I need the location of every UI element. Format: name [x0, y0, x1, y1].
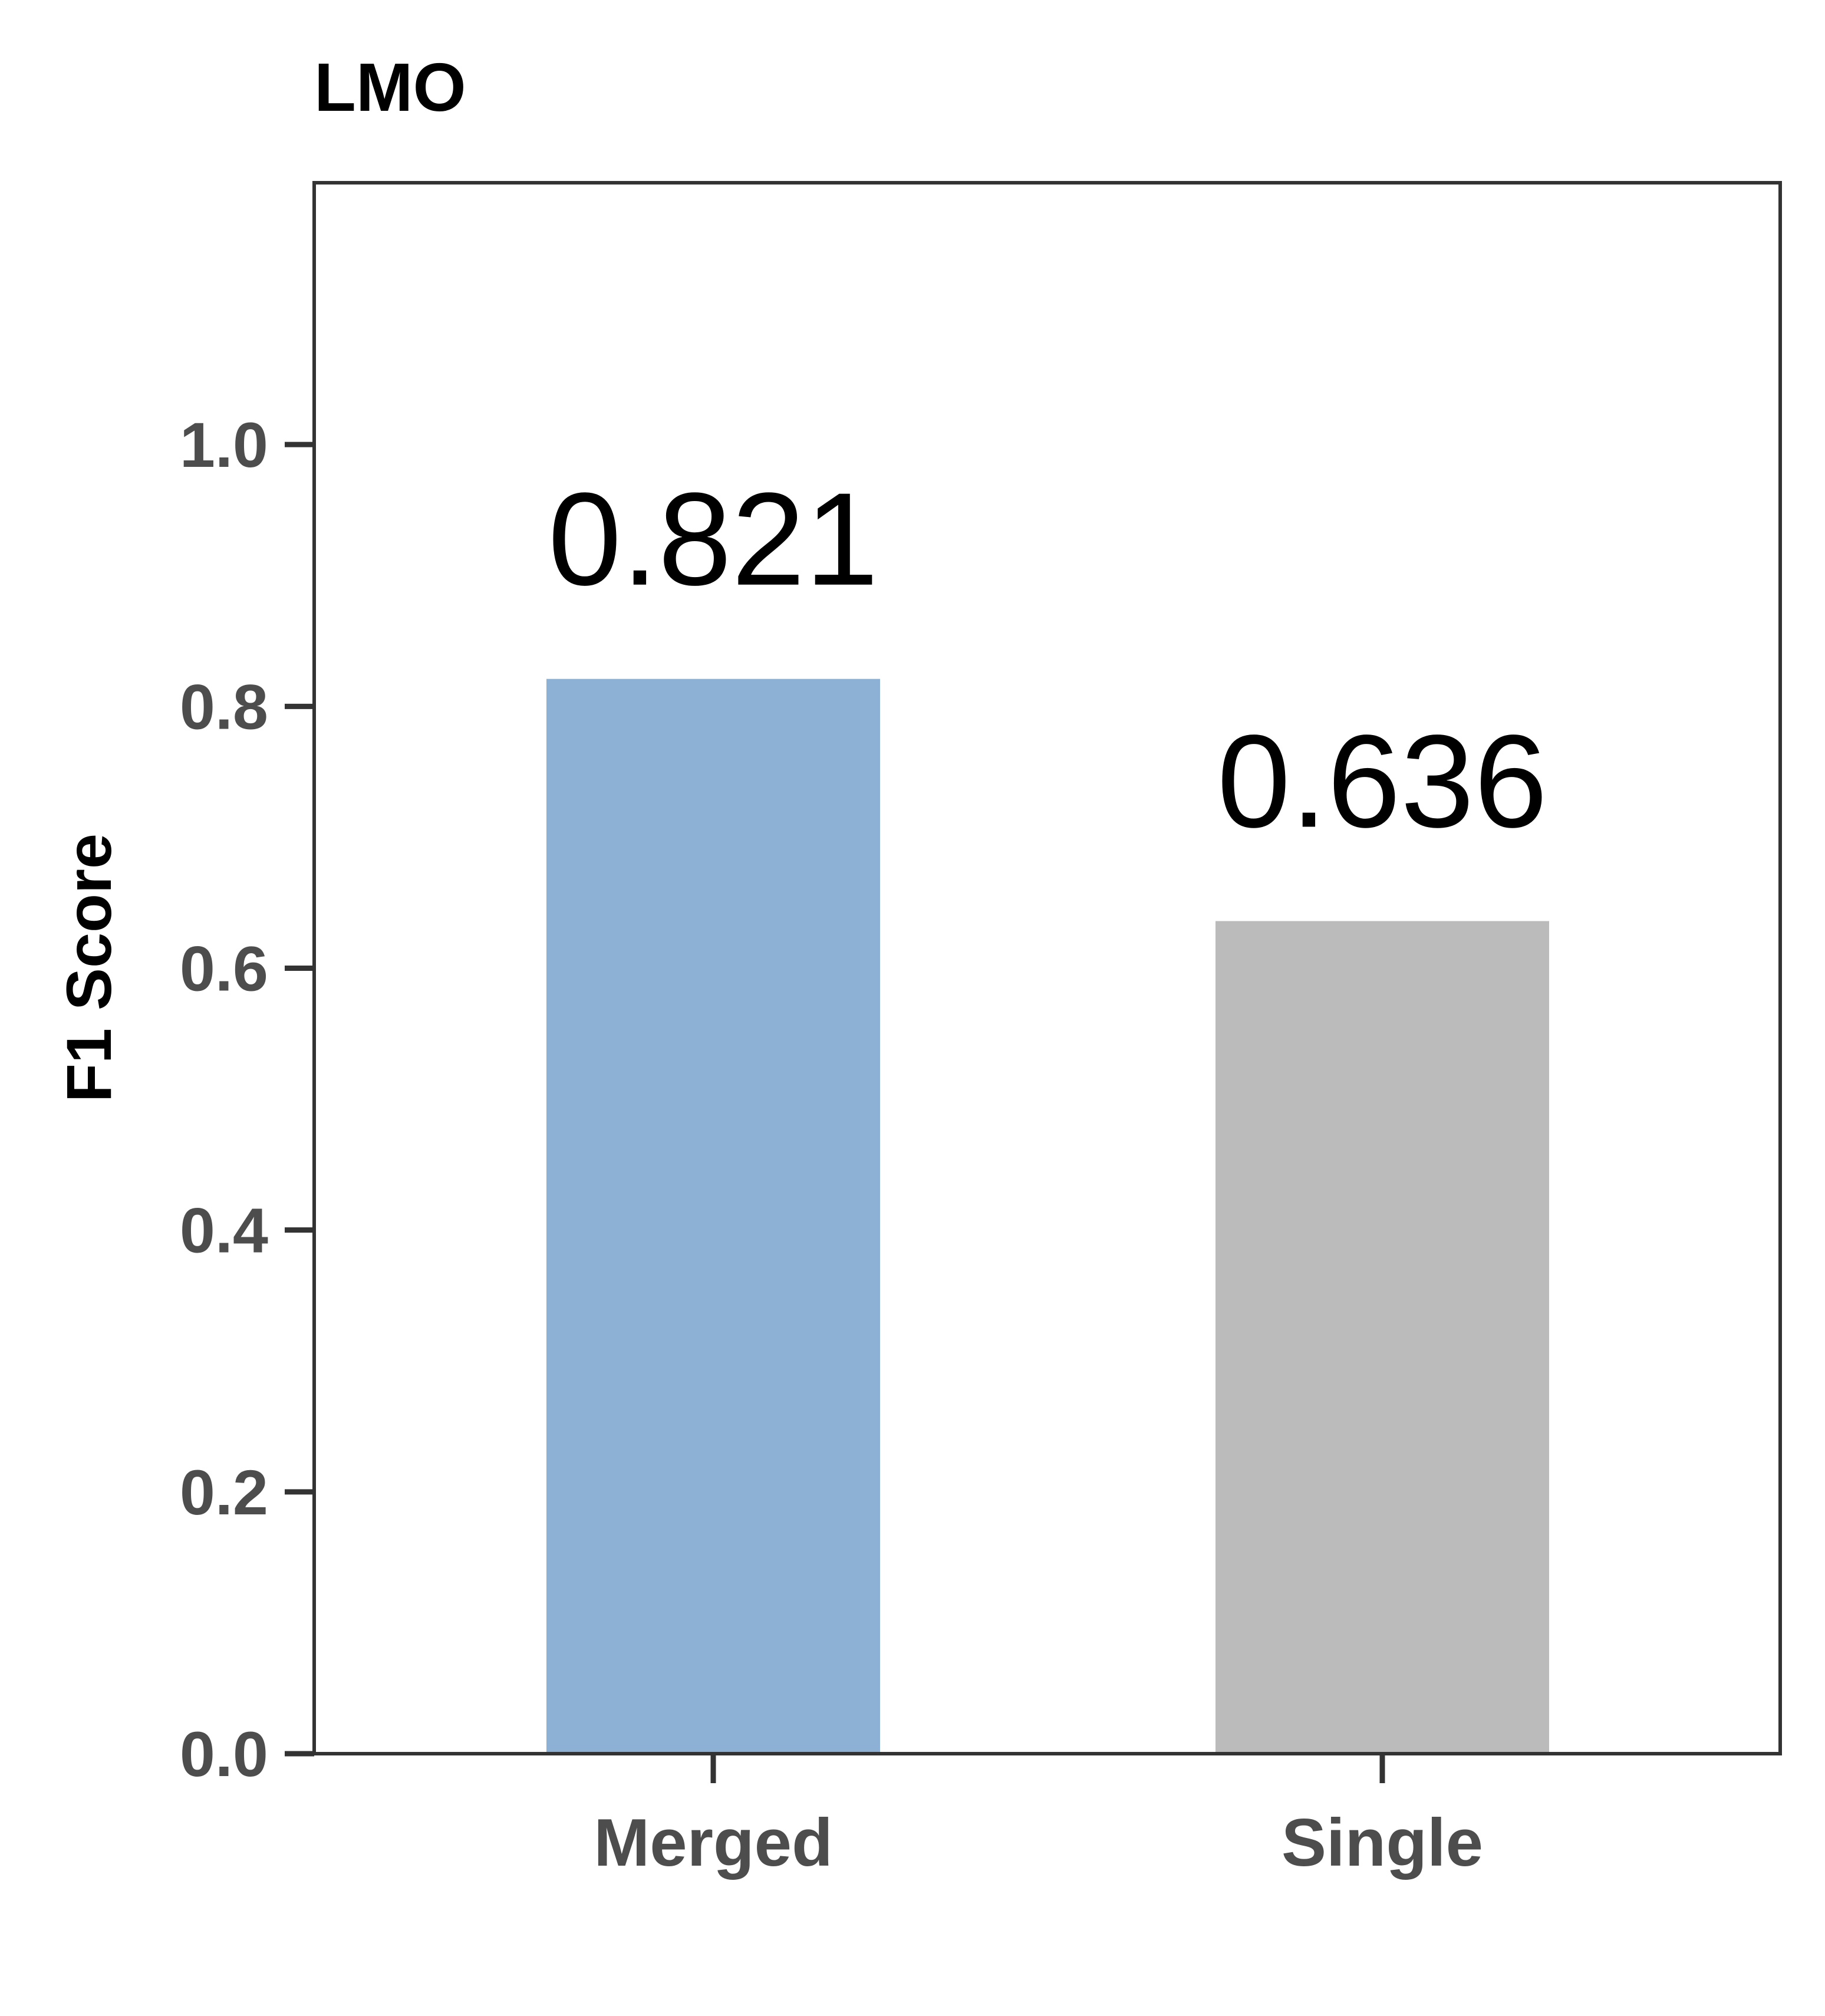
- data-labels-layer: 0.821 0.636: [548, 466, 1548, 855]
- x-tick-label-merged: Merged: [594, 1806, 832, 1880]
- x-axis: Merged Single: [594, 1754, 1483, 1880]
- y-tick-label: 0.4: [180, 1195, 268, 1266]
- y-tick-label: 0.8: [180, 671, 268, 742]
- y-tick-label: 0.6: [180, 933, 268, 1004]
- x-tick-label-single: Single: [1282, 1806, 1483, 1880]
- y-tick-label: 1.0: [180, 409, 268, 480]
- y-tick-label: 0.0: [180, 1718, 268, 1790]
- data-label-merged: 0.821: [548, 466, 879, 613]
- bars-layer: [546, 678, 1549, 1754]
- data-label-single: 0.636: [1217, 708, 1548, 855]
- y-tick-label: 0.2: [180, 1457, 268, 1528]
- plot-frame: [312, 181, 1782, 1755]
- bar-single: [1215, 921, 1549, 1754]
- chart-title: LMO: [314, 49, 466, 126]
- y-axis: 0.0 0.2 0.4 0.6 0.8 1.0: [180, 409, 314, 1790]
- bar-merged: [546, 678, 880, 1754]
- y-axis-label: F1 Score: [53, 834, 124, 1102]
